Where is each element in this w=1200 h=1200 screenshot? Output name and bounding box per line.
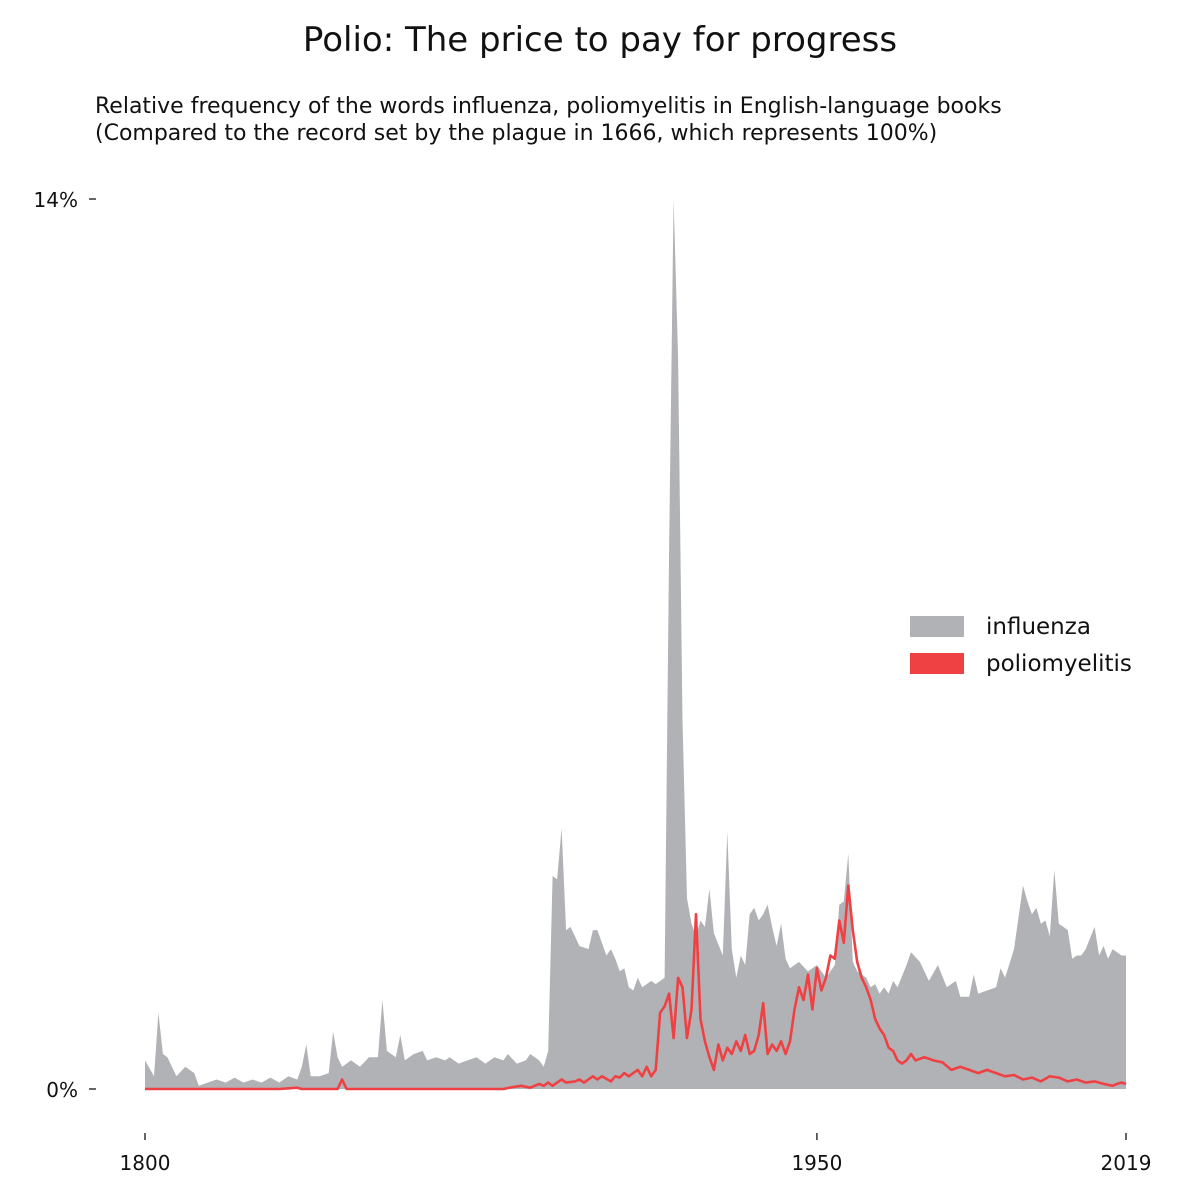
y-tick-label: 0% [46,1078,78,1102]
chart-legend: influenza poliomyelitis [910,608,1132,682]
subtitle-line-2: (Compared to the record set by the plagu… [95,121,938,146]
series-line-poliomyelitis [145,884,1127,1091]
legend-label-poliomyelitis: poliomyelitis [986,650,1132,677]
y-tick-label: 14% [34,188,78,212]
x-tick-label: 2019 [1101,1151,1152,1175]
legend-item-poliomyelitis: poliomyelitis [910,645,1132,682]
series-area-influenza [145,199,1126,1089]
legend-item-influenza: influenza [910,608,1132,645]
chart-subtitle: Relative frequency of the words influenz… [95,93,1002,147]
chart-title: Polio: The price to pay for progress [302,20,898,60]
subtitle-line-1: Relative frequency of the words influenz… [95,94,1002,119]
x-tick-label: 1950 [791,1151,842,1175]
x-tick-label: 1800 [120,1151,171,1175]
legend-swatch-poliomyelitis [910,653,964,674]
legend-swatch-influenza [910,616,964,637]
legend-label-influenza: influenza [986,613,1091,640]
